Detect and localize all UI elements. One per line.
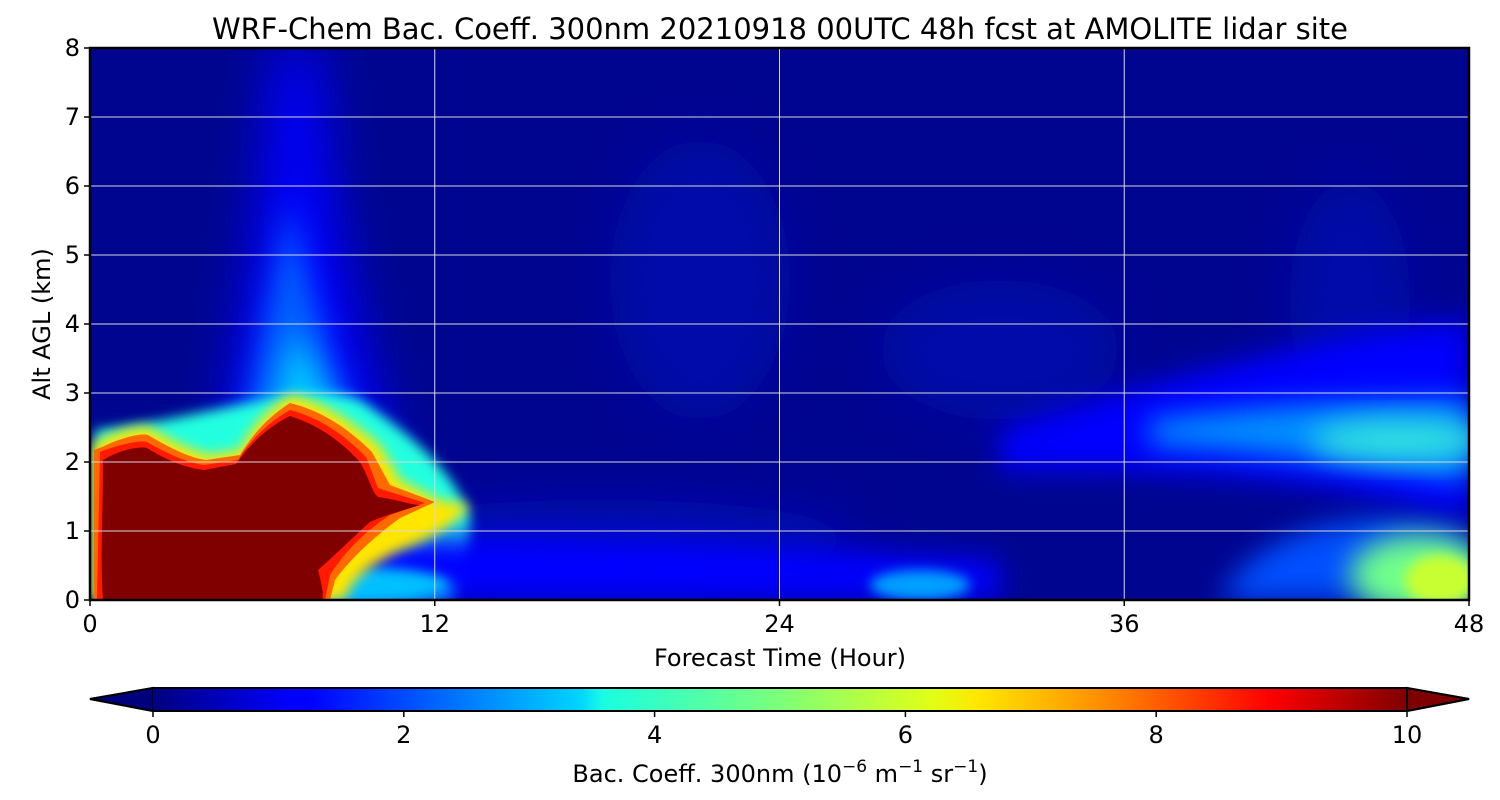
colorbar-label-exp3: −1 (953, 757, 978, 777)
x-tick-label: 0 (82, 610, 97, 638)
x-axis: 0 12 24 36 48 (82, 600, 1484, 638)
y-tick-label: 1 (65, 517, 80, 545)
y-tick-label: 4 (65, 310, 80, 338)
y-axis-title: Alt AGL (km) (28, 248, 56, 400)
x-axis-title: Forecast Time (Hour) (654, 644, 906, 672)
colorbar-label-exp1: −6 (842, 757, 867, 777)
x-tick-label: 36 (1109, 610, 1140, 638)
colorbar-label-mid: m (867, 760, 898, 788)
colorbar: 0 2 4 6 8 10 Bac. Coeff. 300nm (10−6 m−1 sr−1… (89, 686, 1470, 788)
colorbar-extend-min (89, 686, 154, 713)
colorbar-label-mid2: sr (923, 760, 953, 788)
colorbar-tick-label: 8 (1149, 721, 1164, 749)
colorbar-tick-label: 4 (647, 721, 662, 749)
colorbar-label: Bac. Coeff. 300nm (10−6 m−1 sr−1) (572, 757, 987, 788)
y-tick-label: 7 (65, 103, 80, 131)
y-tick-label: 2 (65, 448, 80, 476)
colorbar-tick-label: 2 (396, 721, 411, 749)
chart-title: WRF-Chem Bac. Coeff. 300nm 20210918 00UT… (212, 12, 1348, 46)
y-tick-label: 8 (65, 34, 80, 62)
secondary-layer (1000, 320, 1469, 600)
x-tick-label: 48 (1454, 610, 1485, 638)
x-tick-label: 24 (764, 610, 795, 638)
colorbar-tick-label: 0 (145, 721, 160, 749)
plot-area (90, 48, 1469, 600)
y-tick-label: 3 (65, 379, 80, 407)
y-tick-label: 6 (65, 172, 80, 200)
colorbar-extend-max (1406, 686, 1470, 713)
colorbar-label-end: ) (978, 760, 987, 788)
colorbar-label-main: Bac. Coeff. 300nm (10 (572, 760, 842, 788)
y-tick-label: 0 (65, 586, 80, 614)
colorbar-tick-label: 6 (898, 721, 913, 749)
colorbar-label-exp2: −1 (898, 757, 923, 777)
x-tick-label: 12 (419, 610, 450, 638)
colorbar-tick-label: 10 (1392, 721, 1423, 749)
colorbar-ticks: 0 2 4 6 8 10 (145, 711, 1422, 749)
grid (90, 48, 1469, 600)
y-tick-label: 5 (65, 241, 80, 269)
colorbar-gradient (153, 688, 1407, 711)
y-axis: 0 1 2 3 4 5 6 7 8 (65, 34, 90, 614)
